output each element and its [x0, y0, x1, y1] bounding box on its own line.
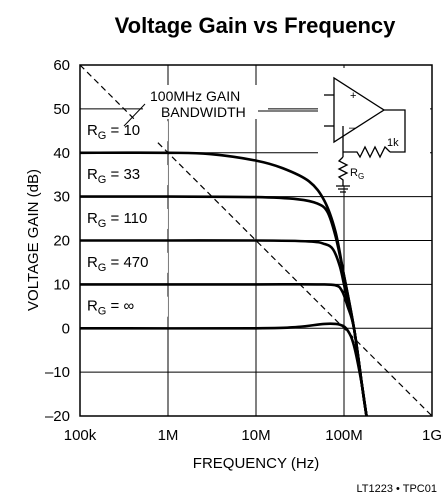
minus-sign: – — [349, 122, 356, 134]
opamp-triangle — [333, 76, 386, 144]
y-tick-label: –10 — [45, 364, 70, 381]
y-tick-label: 40 — [53, 145, 70, 162]
gbw-label-line1: 100MHz GAIN — [150, 88, 240, 104]
series-label-rg-4: RG = ∞ — [87, 298, 135, 318]
y-tick-label: 20 — [53, 233, 70, 250]
chart-title: Voltage Gain vs Frequency — [115, 13, 397, 38]
series-label-background — [83, 121, 168, 142]
plot-frame — [79, 64, 433, 417]
x-tick-label: 100k — [64, 427, 97, 444]
feedback-resistor-label: 1k — [387, 137, 399, 149]
y-tick-label: 60 — [53, 57, 70, 74]
series-labels: RG = 10 RG = 33 RG = 110 RG = 470 RG = ∞ — [83, 121, 168, 318]
x-tick-labels: 100k 1M 10M 100M 1G — [64, 427, 442, 444]
y-tick-label: 10 — [53, 276, 70, 293]
x-tick-label: 1G — [422, 427, 442, 444]
y-tick-label: 30 — [53, 189, 70, 206]
series-label-background — [83, 252, 168, 273]
x-tick-label: 10M — [241, 427, 270, 444]
series-label-rg-1: RG = 33 — [87, 166, 140, 186]
series-label-background — [83, 296, 168, 317]
series-label-rg-3: RG = 470 — [87, 254, 149, 274]
gbw-leader-line — [123, 103, 146, 127]
gbw-label-line2: BANDWIDTH — [161, 104, 246, 120]
part-code: LT1223 • TPC01 — [357, 483, 438, 495]
y-axis-label: VOLTAGE GAIN (dB) — [25, 169, 42, 311]
series-group — [79, 151, 368, 417]
plus-sign: + — [350, 90, 356, 102]
series-line-rg-3 — [79, 283, 368, 417]
y-tick-label: 0 — [62, 320, 70, 337]
rg-label: RG — [350, 167, 364, 181]
ground-symbol — [336, 185, 350, 193]
x-axis-label: FREQUENCY (Hz) — [193, 455, 319, 472]
schematic-background — [318, 68, 430, 186]
opamp-schematic — [318, 68, 430, 193]
rg-resistor — [337, 156, 349, 186]
series-label-background — [83, 165, 168, 186]
series-line-rg-4 — [79, 322, 368, 417]
series-label-rg-2: RG = 110 — [87, 210, 147, 230]
series-label-background — [83, 208, 168, 229]
gbw-annotation: 100MHz GAIN BANDWIDTH — [123, 85, 318, 127]
x-tick-label: 1M — [158, 427, 179, 444]
feedback-resistor — [343, 145, 391, 159]
y-tick-labels: 60 50 40 30 20 10 0 –10 –20 — [45, 57, 70, 425]
y-tick-label: –20 — [45, 408, 70, 425]
gbw-label-background — [143, 85, 268, 119]
y-tick-label: 50 — [53, 101, 70, 118]
output-wire — [384, 109, 406, 153]
series-label-rg-0: RG = 10 — [87, 122, 140, 142]
x-tick-label: 100M — [325, 427, 363, 444]
